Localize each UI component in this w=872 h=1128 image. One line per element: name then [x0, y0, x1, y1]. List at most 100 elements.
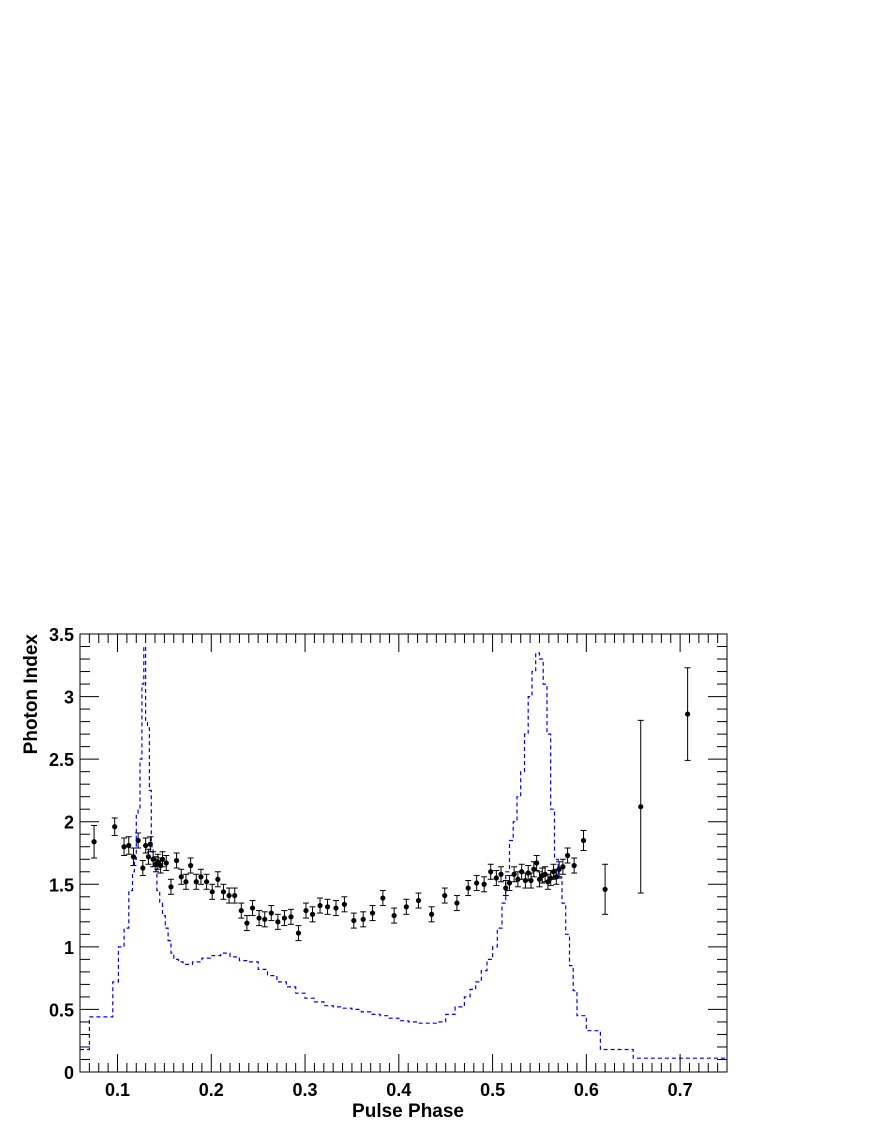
point-marker: [465, 885, 471, 891]
data-point: [332, 900, 339, 917]
x-tick-label: 0.7: [668, 1080, 693, 1100]
data-point: [182, 873, 189, 890]
data-point: [559, 858, 566, 875]
data-point: [369, 905, 376, 922]
data-point: [473, 875, 480, 892]
data-point: [350, 912, 357, 929]
x-tick-label: 0.4: [386, 1080, 411, 1100]
data-point: [163, 855, 170, 872]
data-point: [167, 878, 174, 895]
data-point: [502, 880, 509, 897]
data-point: [391, 907, 398, 924]
point-marker: [531, 866, 537, 872]
point-marker: [112, 824, 118, 830]
x-tick-label: 0.3: [293, 1080, 318, 1100]
point-marker: [183, 879, 189, 885]
data-point: [121, 837, 128, 857]
y-tick-label: 3: [64, 688, 74, 708]
y-tick-label: 0.5: [49, 1000, 74, 1020]
data-point: [281, 910, 288, 927]
data-point: [249, 900, 256, 917]
data-point: [428, 906, 435, 923]
y-tick-label: 1: [64, 938, 74, 958]
data-point: [295, 925, 302, 942]
point-marker: [534, 860, 540, 866]
point-marker: [159, 856, 166, 862]
point-marker: [564, 852, 571, 859]
point-marker: [415, 897, 422, 904]
data-point: [564, 847, 571, 864]
point-marker: [324, 904, 331, 910]
point-marker: [380, 895, 386, 901]
point-marker: [193, 879, 199, 885]
data-point: [261, 911, 268, 928]
data-point: [287, 908, 294, 925]
point-marker: [519, 869, 525, 875]
y-tick-label: 1.5: [49, 875, 74, 895]
data-point: [130, 847, 137, 867]
point-marker: [536, 876, 543, 882]
point-marker: [454, 900, 460, 906]
point-marker: [198, 874, 204, 880]
point-marker: [550, 869, 557, 875]
histogram-step-line: [80, 645, 727, 1059]
point-marker: [481, 881, 487, 887]
point-marker: [528, 877, 534, 884]
data-point: [309, 906, 316, 923]
data-point: [379, 890, 386, 907]
data-point: [147, 836, 154, 853]
point-marker: [268, 910, 274, 916]
data-point: [317, 897, 324, 914]
data-point: [536, 871, 543, 888]
point-marker: [309, 911, 316, 917]
point-marker: [249, 905, 256, 911]
data-point: [238, 902, 245, 919]
point-marker: [147, 841, 153, 847]
data-point: [506, 875, 513, 892]
data-point: [243, 915, 250, 932]
data-point: [193, 873, 200, 890]
point-marker: [545, 879, 551, 885]
data-point: [154, 853, 161, 870]
data-point: [173, 852, 180, 869]
data-point: [214, 871, 221, 888]
point-marker: [488, 869, 494, 875]
data-point: [302, 902, 309, 919]
data-point: [453, 895, 460, 912]
data-point: [187, 857, 194, 874]
data-point: [481, 876, 488, 893]
point-marker: [173, 857, 180, 864]
plot-frame: [79, 633, 728, 1073]
point-marker: [140, 865, 146, 871]
data-point: [139, 860, 146, 877]
point-marker: [351, 917, 357, 924]
point-marker: [391, 912, 397, 919]
point-marker: [638, 804, 644, 810]
x-tick-label: 0.5: [480, 1080, 505, 1100]
point-marker: [178, 874, 184, 880]
data-point: [511, 866, 518, 883]
data-point: [203, 873, 210, 890]
data-point: [550, 863, 557, 880]
point-marker: [203, 879, 210, 885]
point-marker: [163, 860, 169, 866]
data-point: [403, 898, 410, 915]
x-tick-label: 0.6: [574, 1080, 599, 1100]
data-point: [498, 866, 505, 883]
point-marker: [262, 916, 268, 922]
point-marker: [220, 889, 227, 895]
data-point: [145, 848, 152, 865]
x-tick-label: 0.2: [199, 1080, 224, 1100]
point-marker: [288, 914, 294, 920]
point-marker: [515, 876, 521, 882]
data-point: [256, 910, 263, 927]
point-marker: [145, 854, 152, 860]
data-point: [465, 880, 472, 897]
data-point: [684, 667, 691, 761]
data-point: [274, 913, 281, 930]
y-tick-label: 3.5: [49, 625, 74, 645]
intensity-histogram: [80, 645, 727, 1059]
data-point: [197, 868, 204, 885]
point-marker: [602, 886, 608, 892]
